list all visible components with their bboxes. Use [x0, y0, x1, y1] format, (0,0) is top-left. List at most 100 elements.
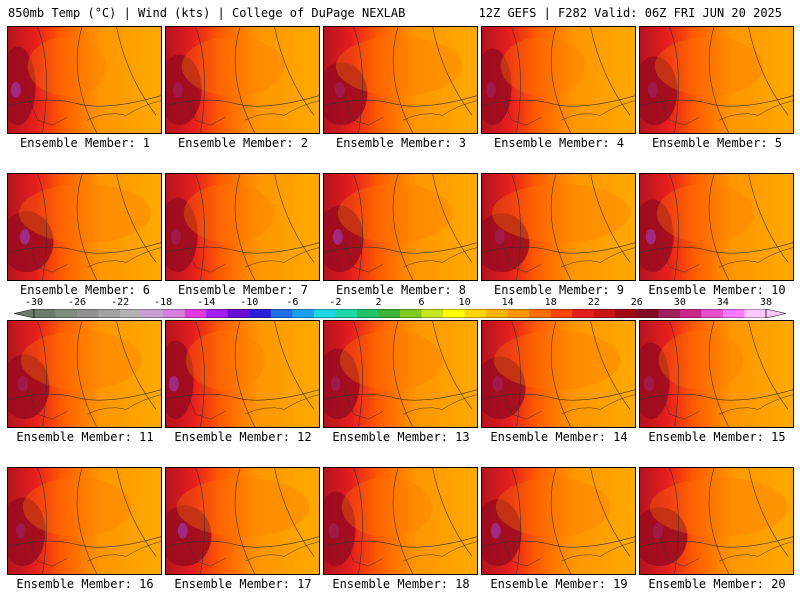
colorbar-segment	[744, 309, 767, 318]
ensemble-member-map-15	[639, 320, 794, 428]
colorbar-segment	[313, 309, 336, 318]
temperature-map	[8, 174, 161, 280]
ensemble-member-label: Ensemble Member: 17	[174, 577, 312, 591]
ensemble-member-label: Ensemble Member: 13	[332, 430, 470, 444]
colorbar-tick-label: -22	[111, 297, 130, 308]
temperature-map	[8, 27, 161, 133]
ensemble-member-map-7	[165, 173, 320, 281]
colorbar-segment	[443, 309, 465, 318]
colorbar-tick-label: 2	[375, 297, 382, 308]
colorbar-segment	[550, 309, 573, 318]
temperature-map	[482, 27, 635, 133]
temperature-map	[482, 174, 635, 280]
temperature-map	[482, 468, 635, 574]
model-run-info: 12Z GEFS | F282 Valid: 06Z FRI JUN 20 20…	[478, 6, 782, 20]
colorbar-segment	[77, 309, 99, 318]
colorbar-tick-label: -10	[240, 297, 259, 308]
temperature-map	[640, 174, 793, 280]
temperature-map	[166, 321, 319, 427]
ensemble-member-map-1	[7, 26, 162, 134]
ensemble-member-label: Ensemble Member: 16	[16, 577, 154, 591]
temperature-map	[640, 27, 793, 133]
colorbar-segment	[184, 309, 207, 318]
ensemble-member-label: Ensemble Member: 7	[177, 283, 309, 297]
ensemble-member-label: Ensemble Member: 12	[174, 430, 312, 444]
temperature-map	[324, 174, 477, 280]
colorbar-segment	[292, 309, 315, 318]
ensemble-member-label: Ensemble Member: 8	[335, 283, 467, 297]
ensemble-member-map-6	[7, 173, 162, 281]
colorbar-tick-label: 30	[673, 297, 686, 308]
temperature-map	[166, 468, 319, 574]
ensemble-member-label: Ensemble Member: 10	[648, 283, 786, 297]
colorbar-segment	[356, 309, 379, 318]
temperature-colorbar	[14, 309, 786, 318]
colorbar-segment	[120, 309, 142, 318]
ensemble-member-map-12	[165, 320, 320, 428]
colorbar-segment	[335, 309, 358, 318]
colorbar-tick-label: 22	[587, 297, 600, 308]
colorbar-min-arrow	[14, 309, 35, 318]
ensemble-member-label: Ensemble Member: 19	[490, 577, 628, 591]
ensemble-member-map-10	[639, 173, 794, 281]
ensemble-member-label: Ensemble Member: 11	[16, 430, 154, 444]
temperature-map	[166, 174, 319, 280]
colorbar-segment	[658, 309, 681, 318]
colorbar-tick-label: -30	[24, 297, 44, 308]
colorbar-segment	[529, 309, 552, 318]
ensemble-member-label: Ensemble Member: 20	[648, 577, 786, 591]
colorbar-tick-label: 26	[630, 297, 643, 308]
ensemble-member-map-18	[323, 467, 478, 575]
colorbar-segment	[722, 309, 745, 318]
ensemble-member-map-3	[323, 26, 478, 134]
colorbar-segment	[572, 309, 595, 318]
colorbar-segment	[34, 309, 56, 318]
colorbar-segment	[507, 309, 530, 318]
ensemble-member-map-4	[481, 26, 636, 134]
colorbar-max-arrow	[765, 309, 786, 318]
ensemble-member-map-2	[165, 26, 320, 134]
ensemble-member-label: Ensemble Member: 1	[19, 136, 151, 150]
temperature-map	[640, 321, 793, 427]
ensemble-member-map-17	[165, 467, 320, 575]
ensemble-member-map-9	[481, 173, 636, 281]
ensemble-member-map-11	[7, 320, 162, 428]
colorbar-segment	[141, 309, 164, 318]
ensemble-member-map-19	[481, 467, 636, 575]
temperature-map	[8, 321, 161, 427]
temperature-map	[640, 468, 793, 574]
colorbar-segment	[679, 309, 702, 318]
colorbar-tick-label: -14	[197, 297, 216, 308]
temperature-map	[166, 27, 319, 133]
colorbar-segment	[421, 309, 444, 318]
colorbar-tick-label: 34	[716, 297, 729, 308]
colorbar-segment	[701, 309, 724, 318]
ensemble-member-map-5	[639, 26, 794, 134]
temperature-map	[324, 468, 477, 574]
colorbar-tick-label: 10	[458, 297, 471, 308]
ensemble-member-label: Ensemble Member: 5	[651, 136, 783, 150]
temperature-map	[324, 321, 477, 427]
colorbar-segment	[400, 309, 422, 318]
colorbar-segment	[55, 309, 78, 318]
ensemble-member-label: Ensemble Member: 4	[493, 136, 625, 150]
colorbar-tick-label: 18	[544, 297, 557, 308]
colorbar-segment	[636, 309, 659, 318]
ensemble-member-map-14	[481, 320, 636, 428]
ensemble-member-label: Ensemble Member: 18	[332, 577, 470, 591]
colorbar-frame	[33, 309, 767, 318]
colorbar-tick-label: 38	[759, 297, 773, 308]
colorbar-segment	[249, 309, 272, 318]
colorbar-tick-label: -18	[154, 297, 173, 308]
colorbar-segment	[593, 309, 616, 318]
colorbar-segment	[486, 309, 508, 318]
ensemble-member-label: Ensemble Member: 15	[648, 430, 786, 444]
ensemble-member-map-8	[323, 173, 478, 281]
colorbar-tick-label: -6	[286, 297, 299, 308]
colorbar-tick-label: 14	[501, 297, 514, 308]
ensemble-member-label: Ensemble Member: 9	[493, 283, 625, 297]
colorbar-segment	[98, 309, 121, 318]
ensemble-member-label: Ensemble Member: 6	[19, 283, 151, 297]
temperature-map	[8, 468, 161, 574]
colorbar-segment	[270, 309, 293, 318]
